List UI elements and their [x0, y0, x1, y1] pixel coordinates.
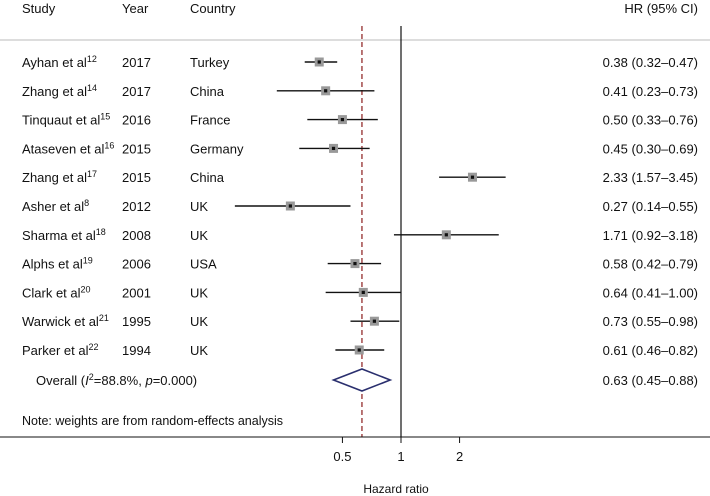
study-hr-label: 0.50 (0.33–0.76) [603, 113, 698, 128]
study-name: Ataseven et al16 [22, 140, 114, 156]
study-row: Zhang et al17 2015 China 2.33 (1.57–3.45) [22, 169, 698, 185]
overall-hr-label: 0.63 (0.45–0.88) [603, 373, 698, 388]
study-hr-label: 0.64 (0.41–1.00) [603, 285, 698, 300]
study-row: Tinquaut et al15 2016 France 0.50 (0.33–0.7… [22, 112, 698, 128]
study-country: UK [190, 285, 208, 300]
study-country: USA [190, 257, 217, 272]
study-country: China [190, 170, 225, 185]
study-row: Asher et al8 2012 UK 0.27 (0.14–0.55) [22, 198, 698, 214]
header-year: Year [122, 1, 149, 16]
study-country: UK [190, 228, 208, 243]
study-row: Alphs et al19 2006 USA 0.58 (0.42–0.79) [22, 256, 698, 272]
study-hr-label: 2.33 (1.57–3.45) [603, 170, 698, 185]
study-year: 2017 [122, 84, 151, 99]
study-name: Ayhan et al12 [22, 54, 97, 70]
overall-label: Overall (I2=88.8%, p=0.000) [36, 372, 197, 388]
study-year: 1995 [122, 314, 151, 329]
study-name: Zhang et al14 [22, 83, 97, 99]
study-row: Zhang et al14 2017 China 0.41 (0.23–0.73) [22, 83, 698, 99]
study-hr-label: 0.38 (0.32–0.47) [603, 55, 698, 70]
point-estimate [361, 290, 365, 294]
study-hr-label: 0.73 (0.55–0.98) [603, 314, 698, 329]
study-hr-label: 0.45 (0.30–0.69) [603, 141, 698, 156]
study-country: China [190, 84, 225, 99]
study-country: UK [190, 199, 208, 214]
study-year: 1994 [122, 343, 151, 358]
study-year: 2016 [122, 113, 151, 128]
point-estimate [331, 146, 336, 150]
study-country: UK [190, 343, 208, 358]
overall-diamond [331, 368, 393, 392]
study-country: France [190, 113, 230, 128]
study-row: Clark et al20 2001 UK 0.64 (0.41–1.00) [22, 284, 698, 300]
study-hr-label: 0.27 (0.14–0.55) [603, 199, 698, 214]
x-tick-label: 1 [397, 449, 404, 464]
study-year: 2012 [122, 199, 151, 214]
study-name: Sharma et al18 [22, 227, 106, 243]
study-year: 2017 [122, 55, 151, 70]
study-hr-label: 0.58 (0.42–0.79) [603, 257, 698, 272]
point-estimate [357, 348, 361, 352]
point-estimate [288, 204, 292, 208]
study-year: 2006 [122, 257, 151, 272]
point-estimate [317, 60, 321, 64]
study-hr-label: 1.71 (0.92–3.18) [603, 228, 698, 243]
study-year: 2015 [122, 170, 151, 185]
header-country: Country [190, 1, 236, 16]
point-estimate [470, 175, 475, 179]
study-row: Ataseven et al16 2015 Germany 0.45 (0.30–0.… [22, 140, 698, 156]
study-name: Clark et al20 [22, 284, 91, 300]
study-name: Tinquaut et al15 [22, 112, 110, 128]
study-row: Ayhan et al12 2017 Turkey 0.38 (0.32–0.47) [22, 54, 698, 70]
x-tick-label: 2 [456, 449, 463, 464]
study-row: Warwick et al21 1995 UK 0.73 (0.55–0.98) [22, 313, 698, 329]
point-estimate [324, 89, 328, 93]
point-estimate [340, 118, 345, 122]
study-hr-label: 0.41 (0.23–0.73) [603, 84, 698, 99]
point-estimate [444, 233, 448, 237]
study-name: Zhang et al17 [22, 169, 97, 185]
study-year: 2008 [122, 228, 151, 243]
header-hr: HR (95% CI) [624, 1, 698, 16]
x-axis-label: Hazard ratio [363, 482, 429, 496]
point-estimate [353, 262, 357, 266]
x-tick-label: 0.5 [333, 449, 351, 464]
study-name: Alphs et al19 [22, 256, 93, 272]
study-name: Warwick et al21 [22, 313, 109, 329]
header-study: Study [22, 1, 56, 16]
weights-note: Note: weights are from random-effects an… [22, 414, 283, 428]
study-name: Parker et al22 [22, 342, 99, 358]
study-row: Parker et al22 1994 UK 0.61 (0.46–0.82) [22, 342, 698, 358]
point-estimate [372, 319, 377, 323]
study-country: Germany [190, 141, 244, 156]
study-country: Turkey [190, 55, 230, 70]
study-year: 2015 [122, 141, 151, 156]
study-year: 2001 [122, 285, 151, 300]
study-row: Sharma et al18 2008 UK 1.71 (0.92–3.18) [22, 227, 698, 243]
study-country: UK [190, 314, 208, 329]
study-name: Asher et al8 [22, 198, 89, 214]
study-hr-label: 0.61 (0.46–0.82) [603, 343, 698, 358]
